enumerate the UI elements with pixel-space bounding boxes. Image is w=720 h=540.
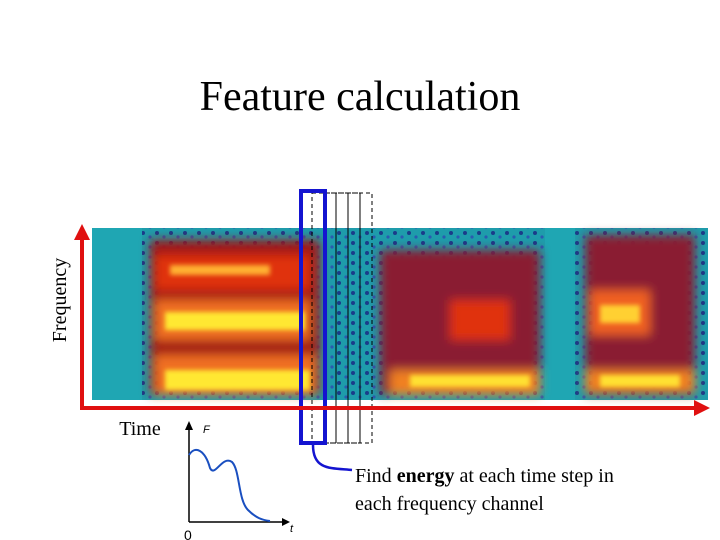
inset-plot: F t 0 <box>184 421 294 540</box>
slide-title: Feature calculation <box>200 74 521 120</box>
selected-frame <box>299 189 327 445</box>
caption-emphasis: energy <box>397 465 455 487</box>
caption-text: at each time step in <box>459 465 613 487</box>
spectrogram <box>92 228 708 400</box>
y-axis-label: Frequency <box>49 258 71 342</box>
caption-line-2: each frequency channel <box>355 493 544 515</box>
axes <box>74 224 710 416</box>
caption-line-1: Find energy at each time step in <box>355 465 614 487</box>
inset-x-label: t <box>290 523 294 535</box>
caption-text: Find <box>355 465 392 487</box>
inset-origin: 0 <box>184 527 192 540</box>
x-axis-label: Time <box>119 418 161 440</box>
inset-y-label: F <box>203 424 211 436</box>
connector <box>311 444 353 472</box>
